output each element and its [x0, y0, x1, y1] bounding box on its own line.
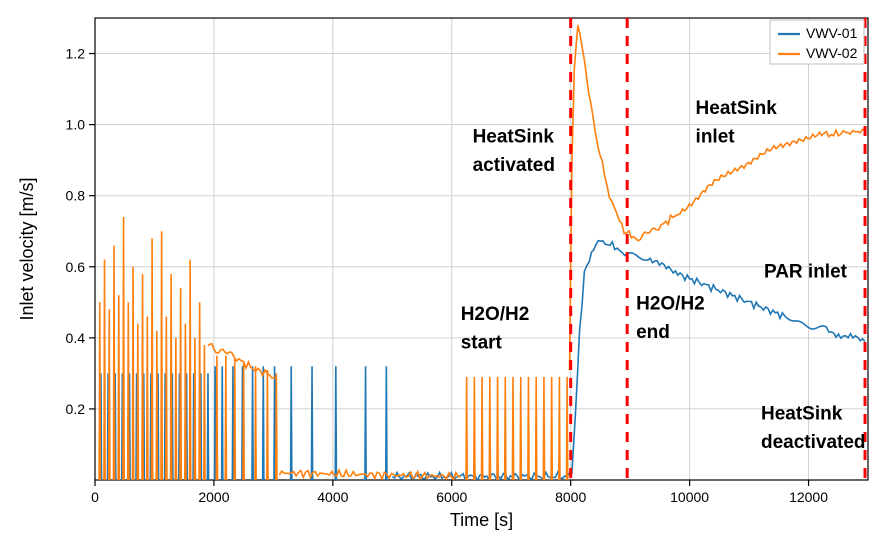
annotation: activated — [473, 155, 555, 176]
annotation: start — [461, 333, 503, 354]
legend-label: VWV-01 — [806, 25, 858, 41]
annotation: PAR inlet — [764, 261, 848, 282]
svg-text:12000: 12000 — [789, 489, 828, 505]
annotation: H2O/H2 — [636, 293, 705, 314]
svg-text:1.2: 1.2 — [66, 46, 86, 62]
annotation: end — [636, 322, 670, 343]
svg-text:4000: 4000 — [317, 489, 348, 505]
legend-label: VWV-02 — [806, 45, 858, 61]
chart-container: 0 2000 4000 6000 8000 10000 12000 0.2 0.4 0.6 0.8 1… — [0, 0, 880, 544]
svg-text:10000: 10000 — [670, 489, 709, 505]
x-axis-label: Time [s] — [450, 510, 513, 530]
annotation: H2O/H2 — [461, 304, 530, 325]
svg-text:0: 0 — [91, 489, 99, 505]
annotation: HeatSink — [473, 126, 555, 147]
annotation: deactivated — [761, 432, 866, 453]
svg-text:6000: 6000 — [436, 489, 467, 505]
y-axis-label: Inlet velocity [m/s] — [17, 177, 37, 320]
velocity-time-chart: 0 2000 4000 6000 8000 10000 12000 0.2 0.4 0.6 0.8 1… — [0, 0, 880, 544]
svg-text:0.8: 0.8 — [66, 188, 86, 204]
svg-text:0.6: 0.6 — [66, 259, 86, 275]
svg-text:8000: 8000 — [555, 489, 586, 505]
svg-text:0.4: 0.4 — [66, 330, 86, 346]
annotation: inlet — [696, 126, 736, 147]
annotation: HeatSink — [761, 404, 843, 425]
svg-text:2000: 2000 — [198, 489, 229, 505]
annotation: HeatSink — [696, 98, 778, 119]
svg-text:0.2: 0.2 — [66, 401, 86, 417]
svg-text:1.0: 1.0 — [66, 117, 86, 133]
